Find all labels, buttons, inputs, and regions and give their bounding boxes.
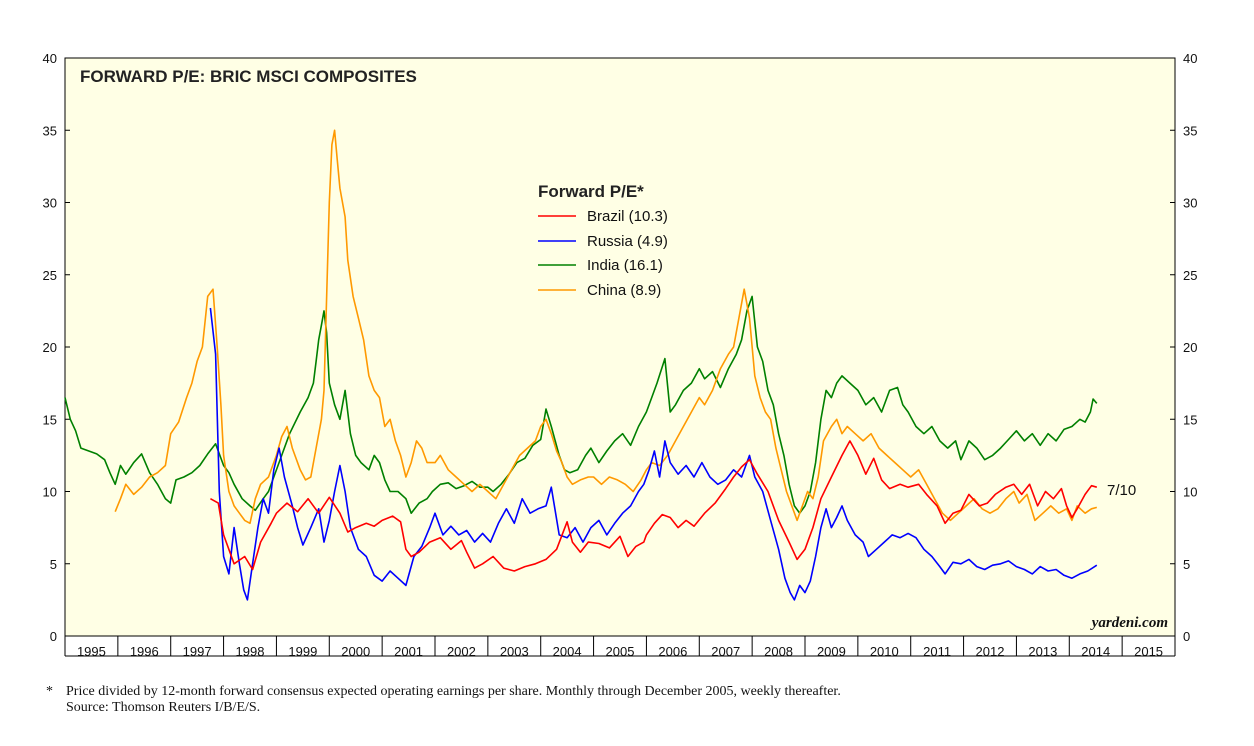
series-line-china: [114, 129, 1098, 525]
legend-label-russia: Russia (4.9): [587, 233, 668, 250]
x-tick-label: 2006: [658, 644, 687, 659]
chart-title: FORWARD P/E: BRIC MSCI COMPOSITES: [80, 67, 417, 86]
y-tick-label-right: 25: [1183, 268, 1197, 283]
y-tick-label-left: 20: [43, 340, 57, 355]
source-watermark: yardeni.com: [1090, 615, 1168, 631]
footnote-source: Source: Thomson Reuters I/B/E/S.: [66, 700, 261, 715]
y-tick-label-right: 35: [1183, 123, 1197, 138]
x-tick-label: 2012: [976, 644, 1005, 659]
legend-label-brazil: Brazil (10.3): [587, 208, 668, 225]
legend-title: Forward P/E*: [538, 182, 644, 201]
x-tick-label: 2010: [870, 644, 899, 659]
x-tick-label: 2008: [764, 644, 793, 659]
series-line-brazil: [210, 440, 1098, 572]
y-tick-label-left: 5: [50, 557, 57, 572]
x-tick-label: 2003: [500, 644, 529, 659]
x-tick-label: 2009: [817, 644, 846, 659]
plot-area: [64, 57, 1176, 637]
footnote-text: Price divided by 12-month forward consen…: [66, 684, 841, 699]
x-tick-label: 2014: [1081, 644, 1110, 659]
y-tick-label-right: 15: [1183, 412, 1197, 427]
x-tick-label: 2001: [394, 644, 423, 659]
x-tick-label: 2015: [1134, 644, 1163, 659]
x-tick-label: 2000: [341, 644, 370, 659]
y-tick-label-left: 10: [43, 485, 57, 500]
x-tick-label: 2013: [1028, 644, 1057, 659]
x-tick-label: 2002: [447, 644, 476, 659]
x-tick-label: 1999: [288, 644, 317, 659]
y-tick-label-right: 20: [1183, 340, 1197, 355]
y-tick-label-right: 0: [1183, 629, 1190, 644]
x-tick-label: 2011: [923, 644, 951, 659]
series-line-russia: [209, 307, 1098, 601]
year-separators: [64, 636, 1176, 657]
y-tick-label-left: 25: [43, 268, 57, 283]
y-axis-left: 0 5 10 15 20 25 30 35 40: [43, 51, 70, 644]
x-tick-label: 2007: [711, 644, 740, 659]
series-lines: [64, 129, 1098, 601]
y-tick-label-left: 35: [43, 123, 57, 138]
x-tick-label: 2005: [606, 644, 635, 659]
x-tick-label: 1995: [77, 644, 106, 659]
latest-date-annotation: 7/10: [1107, 482, 1136, 499]
y-tick-label-right: 5: [1183, 557, 1190, 572]
x-tick-label: 2004: [553, 644, 582, 659]
y-tick-label-left: 30: [43, 196, 57, 211]
x-tick-label: 1997: [183, 644, 212, 659]
y-axis-right: 0 5 10 15 20 25 30 35 40: [1170, 51, 1197, 644]
y-tick-label-right: 30: [1183, 196, 1197, 211]
y-tick-label-left: 15: [43, 412, 57, 427]
footnote: * Price divided by 12-month forward conse…: [46, 684, 1226, 716]
x-tick-label: 1996: [130, 644, 159, 659]
y-tick-label-right: 10: [1183, 485, 1197, 500]
y-tick-label-left: 0: [50, 629, 57, 644]
series-line-india: [64, 295, 1098, 514]
y-tick-label-right: 40: [1183, 51, 1197, 66]
legend-label-india: India (16.1): [587, 257, 663, 274]
legend: Forward P/E* Brazil (10.3) Russia (4.9) …: [538, 182, 668, 299]
x-tick-label: 1998: [236, 644, 265, 659]
x-axis-years: 1995 1996 1997 1998 1999 2000 2001 2002 2003 2004…: [77, 644, 1163, 659]
footnote-star: *: [46, 684, 53, 699]
y-tick-label-left: 40: [43, 51, 57, 66]
legend-label-china: China (8.9): [587, 282, 661, 299]
